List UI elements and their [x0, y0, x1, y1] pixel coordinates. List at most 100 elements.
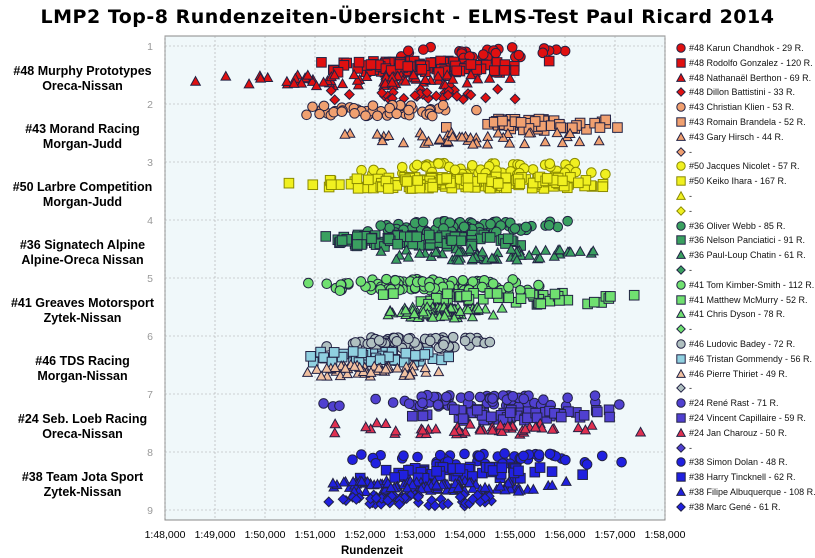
data-point: [471, 404, 483, 416]
data-point: [288, 77, 300, 88]
data-point: [518, 393, 530, 405]
x-tick-label: 1:56,000: [545, 529, 586, 541]
data-point: [506, 42, 518, 53]
data-point: [503, 281, 514, 293]
data-point: [323, 496, 335, 508]
data-point: [281, 75, 293, 86]
data-point: [336, 235, 348, 246]
data-point: [442, 288, 453, 300]
data-point: [372, 110, 383, 122]
legend-label: #24 Vincent Capillaire - 59 R.: [689, 413, 806, 423]
data-point: [593, 135, 605, 146]
data-point: [533, 279, 544, 291]
data-point: [600, 114, 611, 126]
data-point: [551, 126, 563, 138]
data-point: [419, 349, 431, 360]
data-point: [441, 69, 453, 80]
legend-label: #41 Matthew McMurry - 52 R.: [689, 294, 808, 305]
x-tick-label: 1:48,000: [145, 529, 186, 541]
data-point: [402, 61, 414, 72]
team-car: Zytek-Nissan: [43, 311, 122, 325]
data-point: [325, 85, 337, 97]
legend-label: #48 Rodolfo Gonzalez - 120 R.: [689, 57, 813, 68]
data-point: [479, 492, 491, 504]
data-point: [328, 347, 340, 358]
data-point: [463, 476, 476, 488]
data-point: [364, 498, 376, 510]
data-point: [453, 254, 465, 265]
x-tick-label: 1:49,000: [195, 529, 236, 541]
data-point: [403, 398, 415, 409]
legend-label: #38 Simon Dolan - 48 R.: [689, 457, 788, 468]
data-point: [350, 337, 361, 348]
legend-marker-shape: [676, 205, 686, 216]
data-point: [581, 459, 593, 470]
legend-label: -: [689, 205, 692, 216]
data-point: [434, 449, 446, 461]
data-point: [371, 478, 384, 489]
data-point: [423, 229, 435, 241]
legend-marker-shape: [676, 117, 686, 127]
data-point: [366, 233, 377, 244]
legend-marker: [675, 190, 687, 200]
data-point: [515, 117, 527, 128]
y-tick-label: 5: [147, 273, 153, 285]
data-point: [412, 491, 424, 503]
legend-marker-shape: [676, 339, 686, 349]
data-point: [295, 77, 308, 88]
data-point: [496, 302, 508, 313]
data-point: [549, 288, 561, 300]
legend-marker-shape: [675, 486, 687, 496]
data-point: [459, 335, 471, 347]
legend-label: -: [689, 383, 692, 394]
legend-marker: [675, 249, 687, 260]
data-point: [494, 480, 506, 491]
data-point: [348, 360, 361, 371]
x-axis-label: Rundenzeit: [341, 545, 403, 557]
data-point: [555, 122, 566, 133]
data-point: [329, 94, 341, 106]
data-point: [514, 178, 526, 189]
data-point: [383, 129, 395, 141]
legend-marker: [676, 398, 686, 408]
data-point: [326, 179, 337, 191]
data-point: [474, 391, 486, 403]
data-point: [338, 476, 350, 487]
data-point: [360, 421, 372, 432]
data-point: [451, 65, 462, 77]
data-point: [541, 173, 553, 184]
data-point: [431, 466, 442, 477]
legend-marker-shape: [675, 72, 687, 82]
legend-marker: [676, 117, 686, 127]
team-name: #48 Murphy Prototypes: [13, 64, 152, 78]
axis: 1:48,000 1:49,000 1:50,000 1:51,000 1:52,000…: [145, 41, 686, 557]
data-point: [401, 176, 413, 187]
data-point: [318, 398, 329, 409]
data-point: [492, 178, 504, 189]
data-point: [310, 79, 323, 91]
data-point: [408, 307, 420, 319]
data-point: [465, 59, 477, 70]
data-point: [317, 76, 330, 87]
data-point: [600, 168, 611, 180]
data-point: [503, 137, 516, 148]
data-point: [543, 220, 555, 231]
data-point: [243, 78, 255, 89]
legend-marker: [676, 324, 686, 335]
legend-marker-shape: [676, 398, 686, 408]
data-point: [523, 249, 535, 260]
data-point: [417, 397, 428, 409]
legend-marker-shape: [676, 472, 686, 482]
data-point: [360, 485, 372, 497]
legend-label: #24 René Rast - 71 R.: [689, 398, 779, 409]
data-point: [397, 137, 410, 148]
data-point: [548, 250, 560, 261]
data-point: [478, 49, 489, 60]
data-point: [404, 369, 416, 380]
data-point: [464, 418, 476, 429]
legend-label: -: [689, 146, 692, 157]
legend-marker: [676, 339, 686, 349]
data-point: [441, 391, 452, 403]
data-point: [519, 423, 531, 434]
data-point: [461, 290, 472, 302]
